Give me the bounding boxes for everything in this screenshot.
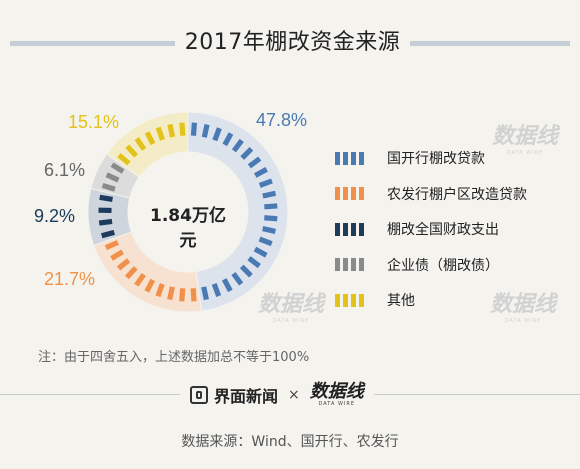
legend-item-4: 其他	[335, 290, 527, 310]
brand-datawire-logo: 数据线 DATA WIRE	[309, 381, 364, 408]
legend-item-0: 国开行棚改贷款	[335, 148, 527, 168]
legend-swatch-0	[335, 151, 379, 165]
slice-2-dash	[98, 207, 112, 214]
slice-4-dash	[134, 137, 147, 151]
slice-0-dash	[247, 156, 262, 169]
slice-0-dash	[221, 278, 233, 293]
title-decor-right	[410, 41, 570, 46]
slice-0-dash	[258, 178, 273, 188]
value-label-0: 47.8%	[256, 110, 308, 130]
slice-0-dash	[264, 215, 278, 222]
brand-datawire-sub: DATA WIRE	[318, 401, 356, 407]
legend-item-1: 农发行棚户区改造贷款	[335, 184, 527, 204]
slice-0-dash	[231, 138, 244, 153]
slice-0-dash	[212, 127, 222, 142]
slice-4-dash	[155, 126, 165, 141]
legend-swatch-2	[335, 222, 379, 236]
slice-0-dash	[240, 146, 254, 160]
slice-1-dash	[104, 240, 119, 251]
slice-1-dash	[179, 288, 186, 302]
times-symbol: ×	[288, 387, 300, 403]
slice-1-dash	[116, 258, 131, 271]
slice-1-dash	[110, 249, 124, 261]
page-title: 2017年棚改资金来源	[184, 30, 401, 55]
jiemian-logo-icon	[190, 386, 208, 404]
slice-0-dash	[222, 132, 234, 147]
slice-0-dash	[264, 203, 278, 210]
slice-0-dash	[211, 282, 222, 297]
slice-1-dash	[190, 288, 197, 302]
center-total-label: 1.84万亿元	[150, 206, 226, 251]
slice-0	[187, 111, 289, 312]
slice-3-dash	[110, 162, 125, 174]
slice-1-dash	[144, 278, 156, 293]
watermark-logo-1: 数据线 DATA WIRE	[492, 124, 559, 156]
legend-swatch-3	[335, 258, 379, 271]
slice-2-dash	[99, 194, 113, 202]
slice-4-dash	[125, 144, 138, 158]
footnote: 注：由于四舍五入，上述数据加总不等于100%	[38, 350, 310, 365]
slice-1-dash	[155, 283, 165, 298]
legend-label-2: 棚改全国财政支出	[387, 222, 499, 238]
slice-0-dash	[258, 236, 273, 247]
slice-4-dash	[167, 123, 176, 138]
watermark-logo-3: 数据线 DATA WIRE	[490, 292, 557, 324]
slice-0-dash	[201, 286, 209, 301]
slice-4-dash	[144, 131, 156, 146]
slice-1-dash	[134, 272, 146, 287]
value-label-3: 6.1%	[44, 160, 86, 180]
slice-2-dash	[101, 229, 115, 239]
legend-label-0: 国开行棚改贷款	[387, 151, 485, 167]
value-label-1: 21.7%	[44, 269, 96, 289]
legend-item-3: 企业债（棚改债）	[335, 255, 527, 275]
slice-4-dash	[117, 153, 131, 166]
slice-4-dash	[179, 122, 186, 136]
footer-brands: 界面新闻 × 数据线 DATA WIRE	[180, 383, 374, 407]
watermark-logo-2: 数据线 DATA WIRE	[258, 292, 325, 324]
slice-0-dash	[247, 256, 261, 269]
slice-0-dash	[239, 264, 253, 278]
slice-0-dash	[190, 122, 197, 136]
title-area: 2017年棚改资金来源	[0, 24, 580, 60]
slice-3-dash	[105, 172, 120, 183]
legend-swatch-4	[335, 293, 379, 307]
slice-0-dash	[262, 226, 276, 234]
legend-swatch-1	[335, 187, 379, 200]
slice-3-dash	[101, 182, 116, 192]
legend-item-2: 棚改全国财政支出	[335, 219, 527, 239]
legend-label-3: 企业债（棚改债）	[387, 257, 499, 274]
data-source: 数据来源：Wind、国开行、农发行	[181, 434, 399, 450]
slice-0-dash	[262, 190, 277, 199]
slice-1-dash	[124, 266, 138, 280]
slice-1-dash	[167, 286, 175, 301]
slice-0-dash	[201, 124, 210, 138]
brand-jiemian: 界面新闻	[214, 387, 279, 406]
slice-0-dash	[231, 271, 244, 286]
slice-0-dash	[253, 246, 268, 258]
slice-2-dash	[98, 218, 113, 226]
value-label-4: 15.1%	[68, 112, 120, 132]
legend-label-1: 农发行棚户区改造贷款	[387, 186, 527, 203]
brand-datawire-name: 数据线	[309, 381, 364, 402]
legend: 国开行棚改贷款 农发行棚户区改造贷款 棚改全国财政支出 企业债（棚改债） 其他	[335, 148, 527, 326]
value-label-2: 9.2%	[34, 206, 76, 226]
title-decor-left	[10, 41, 175, 46]
legend-label-4: 其他	[387, 293, 415, 309]
slice-0-dash	[254, 167, 268, 178]
